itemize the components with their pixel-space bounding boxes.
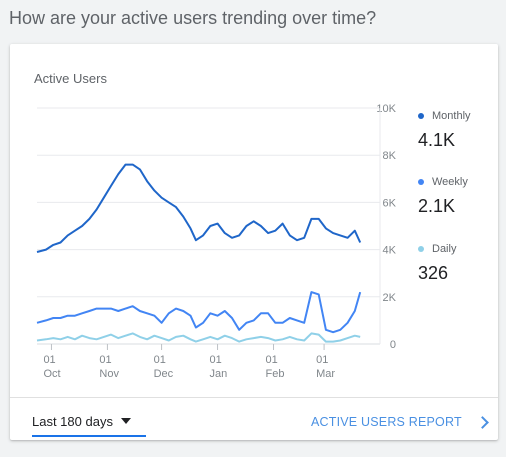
- chart-svg: 0 2K 4K 6K 8K 10K 01 Oct 01 Nov 01 Dec 01 Jan 01 Feb 01 M…: [36, 103, 397, 380]
- caret-down-icon: [120, 418, 131, 424]
- x-tick-label-month: Oct: [43, 368, 60, 380]
- y-tick-label: 8K: [383, 150, 397, 162]
- legend-daily: Daily 326: [418, 243, 456, 284]
- legend-dot-icon: [418, 246, 424, 252]
- x-tick-label-month: Dec: [154, 368, 174, 380]
- legend-label: Monthly: [432, 110, 471, 122]
- x-tick-label-month: Feb: [266, 368, 285, 380]
- y-tick-label: 10K: [376, 103, 396, 115]
- series-line-weekly: [36, 291, 362, 334]
- report-link-label: ACTIVE USERS REPORT: [311, 415, 462, 429]
- y-tick-label: 2K: [383, 292, 397, 304]
- legend-monthly: Monthly 4.1K: [418, 110, 471, 151]
- active-users-chart: 0 2K 4K 6K 8K 10K 01 Oct 01 Nov 01 Dec 01 Jan 01 Feb 01 M…: [10, 44, 498, 394]
- date-range-label: Last 180 days: [32, 414, 113, 429]
- date-range-dropdown[interactable]: Last 180 days: [32, 409, 146, 437]
- active-users-card: Active Users 0 2K 4K 6K 8K 10K 01 Oct 01 Nov 01 Dec…: [10, 44, 498, 440]
- y-tick-label: 4K: [383, 245, 397, 257]
- x-tick-label-day: 01: [154, 354, 166, 366]
- x-tick-label-month: Nov: [99, 368, 119, 380]
- x-tick-label-day: 01: [99, 354, 111, 366]
- x-tick-label-day: 01: [43, 354, 55, 366]
- x-tick-label-month: Mar: [316, 368, 335, 380]
- legend-dot-icon: [418, 179, 424, 185]
- series-line-monthly: [36, 163, 362, 253]
- legend-weekly: Weekly 2.1K: [418, 176, 468, 217]
- x-tick-label-day: 01: [316, 354, 328, 366]
- legend-value: 326: [418, 263, 449, 283]
- y-tick-label: 0: [390, 339, 396, 351]
- x-tick-label-day: 01: [210, 354, 222, 366]
- y-tick-label: 6K: [383, 197, 397, 209]
- x-tick-label-day: 01: [266, 354, 278, 366]
- chevron-right-icon: [475, 415, 489, 429]
- x-tick-label-month: Jan: [210, 368, 228, 380]
- legend-label: Weekly: [432, 176, 468, 188]
- active-users-report-link[interactable]: ACTIVE USERS REPORT: [311, 415, 489, 429]
- page-heading: How are your active users trending over …: [9, 8, 377, 28]
- legend-dot-icon: [418, 113, 424, 119]
- footer-divider: [10, 397, 498, 398]
- card-title: Active Users: [34, 71, 107, 86]
- legend-value: 2.1K: [418, 196, 456, 216]
- legend-value: 4.1K: [418, 130, 456, 150]
- legend-label: Daily: [432, 243, 457, 255]
- series-line-daily: [36, 332, 361, 343]
